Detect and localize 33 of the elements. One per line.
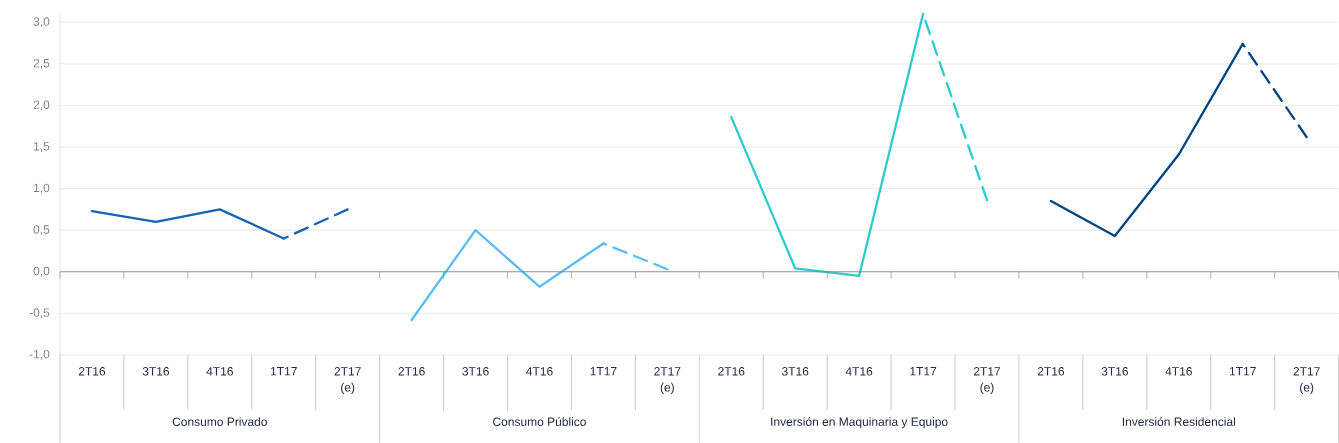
x-tick-label: 4T16 — [206, 367, 233, 376]
x-tick-label: 2T17 (e) — [654, 367, 681, 394]
y-tick-label: 2,0 — [33, 100, 50, 111]
x-tick-label: 1T17 — [1229, 367, 1256, 376]
y-tick-label: -1,0 — [29, 349, 50, 360]
x-tick-label: 2T16 — [718, 367, 745, 376]
text: Consumo Público — [493, 416, 586, 426]
x-tick-label: 1T17 — [910, 367, 937, 376]
x-tick-label: 2T16 — [78, 367, 106, 376]
y-tick-label: 0,0 — [33, 266, 50, 277]
x-tick-label: 2T17 (e) — [973, 367, 1001, 394]
x-tick-label: 1T17 — [271, 367, 297, 376]
y-tick-label: 2,5 — [33, 58, 50, 69]
x-tick-label: 4T16 — [845, 367, 873, 376]
y-tick-label: 1,5 — [34, 142, 50, 152]
y-tick-label: 3,0 — [33, 17, 50, 28]
x-tick-label: 2T17 (e) — [1293, 367, 1320, 394]
x-tick-label: 3T16 — [1101, 367, 1128, 376]
y-tick-label: 1,0 — [34, 183, 50, 194]
text: Inversión Residencial — [1122, 416, 1235, 426]
x-tick-label: 2T16 — [398, 367, 425, 376]
x-tick-label: 2T17 (e) — [334, 367, 361, 394]
x-tick-label: 3T16 — [781, 367, 809, 376]
x-tick-label: 3T16 — [462, 367, 489, 376]
x-tick-label: 4T16 — [526, 367, 553, 376]
text: Consumo Privado — [172, 417, 267, 426]
x-tick-label: 2T16 — [1037, 367, 1065, 376]
y-tick-label: -0,5 — [29, 308, 50, 319]
x-tick-label: 4T16 — [1165, 367, 1192, 376]
x-tick-label: 3T16 — [142, 367, 170, 376]
y-tick-label: 0,5 — [33, 225, 50, 236]
text: Inversión en Maquinaria y Equipo — [771, 416, 948, 429]
x-tick-label: 1T17 — [590, 367, 617, 376]
